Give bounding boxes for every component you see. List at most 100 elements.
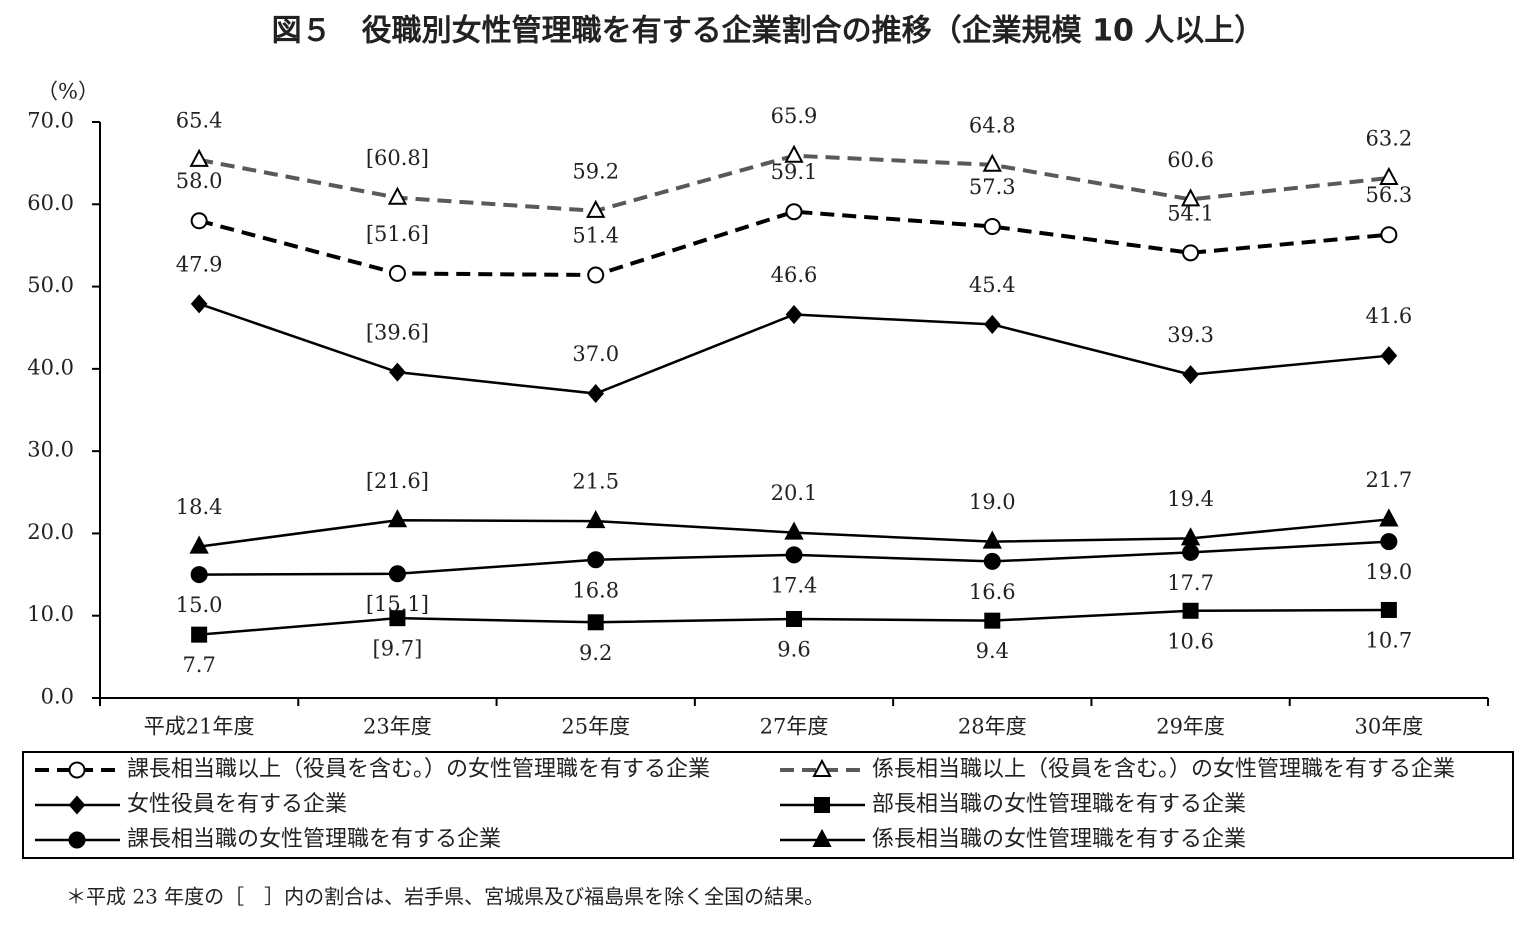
data-point bbox=[587, 266, 605, 284]
data-label: 19.0 bbox=[969, 490, 1016, 514]
data-label: [15.1] bbox=[366, 592, 429, 616]
legend-label: 部長相当職の女性管理職を有する企業 bbox=[872, 792, 1246, 817]
y-tick-label: 30.0 bbox=[27, 438, 74, 462]
data-label: 65.9 bbox=[771, 104, 818, 128]
data-label: 63.2 bbox=[1365, 126, 1412, 150]
legend-box bbox=[22, 751, 1514, 859]
data-point bbox=[191, 626, 208, 643]
x-tick-label: 29年度 bbox=[1156, 715, 1225, 739]
data-label: 65.4 bbox=[176, 108, 223, 132]
data-point bbox=[190, 566, 208, 584]
data-label: 58.0 bbox=[176, 169, 223, 193]
chart-title: 図５ 役職別女性管理職を有する企業割合の推移（企業規模 10 人以上） bbox=[272, 14, 1265, 49]
data-label: 41.6 bbox=[1365, 304, 1412, 328]
data-point bbox=[587, 384, 605, 404]
data-point bbox=[1182, 543, 1200, 561]
legend-label: 係長相当職の女性管理職を有する企業 bbox=[872, 827, 1246, 852]
x-tick-label: 27年度 bbox=[760, 715, 829, 739]
data-point bbox=[387, 509, 408, 528]
data-point bbox=[983, 552, 1001, 570]
data-point bbox=[586, 199, 606, 218]
data-label: 19.4 bbox=[1167, 487, 1214, 511]
data-point bbox=[1380, 226, 1398, 244]
data-label: [21.6] bbox=[366, 469, 429, 493]
data-label: 37.0 bbox=[572, 342, 619, 366]
data-point bbox=[586, 509, 606, 529]
data-label: 46.6 bbox=[771, 263, 818, 287]
data-label: 59.1 bbox=[771, 160, 818, 184]
data-point bbox=[1380, 533, 1398, 551]
data-point bbox=[1379, 166, 1399, 185]
data-point bbox=[387, 186, 408, 205]
data-label: 47.9 bbox=[176, 252, 223, 276]
data-label: 18.4 bbox=[176, 495, 223, 519]
data-point bbox=[1182, 244, 1200, 262]
footnote: ＊平成 23 年度の［ ］内の割合は、岩手県、宮城県及び福島県を除く全国の結果。 bbox=[66, 885, 824, 909]
data-label: 60.6 bbox=[1167, 148, 1214, 172]
x-tick-label: 30年度 bbox=[1354, 715, 1423, 739]
data-point bbox=[983, 218, 1001, 236]
data-point bbox=[982, 153, 1002, 172]
data-label: [9.7] bbox=[373, 637, 423, 661]
y-tick-label: 70.0 bbox=[27, 109, 74, 133]
data-label: 21.7 bbox=[1365, 468, 1412, 492]
data-point bbox=[388, 264, 406, 282]
y-tick-label: 50.0 bbox=[27, 273, 74, 297]
data-point bbox=[1180, 527, 1201, 546]
data-point bbox=[1182, 602, 1199, 619]
data-label: 19.0 bbox=[1365, 560, 1412, 584]
data-point bbox=[587, 614, 604, 631]
data-label: [39.6] bbox=[366, 321, 429, 345]
y-tick-label: 10.0 bbox=[27, 602, 74, 626]
legend-marker bbox=[812, 828, 832, 847]
data-label: 21.5 bbox=[572, 470, 619, 494]
data-label: 9.6 bbox=[777, 638, 810, 662]
y-axis-label: （%） bbox=[37, 80, 99, 104]
x-tick-label: 23年度 bbox=[363, 715, 432, 739]
data-point bbox=[785, 203, 803, 221]
data-label: [51.6] bbox=[366, 222, 429, 246]
data-point bbox=[1380, 601, 1397, 618]
data-point bbox=[784, 521, 804, 540]
data-point bbox=[389, 610, 406, 627]
data-label: 64.8 bbox=[969, 113, 1016, 137]
data-point bbox=[1180, 188, 1201, 207]
data-point bbox=[388, 565, 406, 583]
data-label: 56.3 bbox=[1365, 183, 1412, 207]
data-point bbox=[189, 535, 209, 554]
legend-label: 課長相当職以上（役員を含む。）の女性管理職を有する企業 bbox=[127, 757, 710, 782]
data-label: 16.6 bbox=[969, 580, 1016, 604]
data-point bbox=[1182, 365, 1199, 385]
data-label: 9.2 bbox=[579, 641, 612, 665]
data-label: 9.4 bbox=[976, 639, 1009, 663]
data-label: 7.7 bbox=[182, 653, 215, 677]
data-label: 45.4 bbox=[969, 273, 1016, 297]
data-label: 51.4 bbox=[572, 224, 619, 248]
data-label: [60.8] bbox=[366, 146, 429, 170]
y-tick-label: 60.0 bbox=[27, 191, 74, 215]
data-label: 17.7 bbox=[1167, 571, 1214, 595]
data-point bbox=[190, 212, 208, 230]
data-point bbox=[1380, 346, 1398, 366]
data-label: 15.0 bbox=[176, 593, 223, 617]
data-point bbox=[190, 294, 208, 314]
x-tick-label: 28年度 bbox=[958, 715, 1027, 739]
data-point bbox=[983, 314, 1001, 334]
data-point bbox=[784, 144, 804, 163]
legend-marker bbox=[812, 758, 832, 777]
y-tick-label: 40.0 bbox=[27, 355, 74, 379]
legend-marker bbox=[68, 795, 86, 815]
x-tick-label: 平成21年度 bbox=[144, 715, 255, 739]
data-point bbox=[1379, 508, 1399, 527]
data-point bbox=[785, 546, 803, 564]
data-label: 16.8 bbox=[572, 578, 619, 602]
data-point bbox=[587, 551, 605, 569]
data-label: 59.2 bbox=[572, 159, 619, 183]
data-point bbox=[786, 611, 802, 628]
legend-marker bbox=[68, 761, 86, 779]
data-label: 17.4 bbox=[771, 573, 818, 597]
legend-marker bbox=[814, 797, 830, 813]
x-tick-label: 25年度 bbox=[561, 715, 630, 739]
y-tick-label: 0.0 bbox=[41, 685, 74, 709]
